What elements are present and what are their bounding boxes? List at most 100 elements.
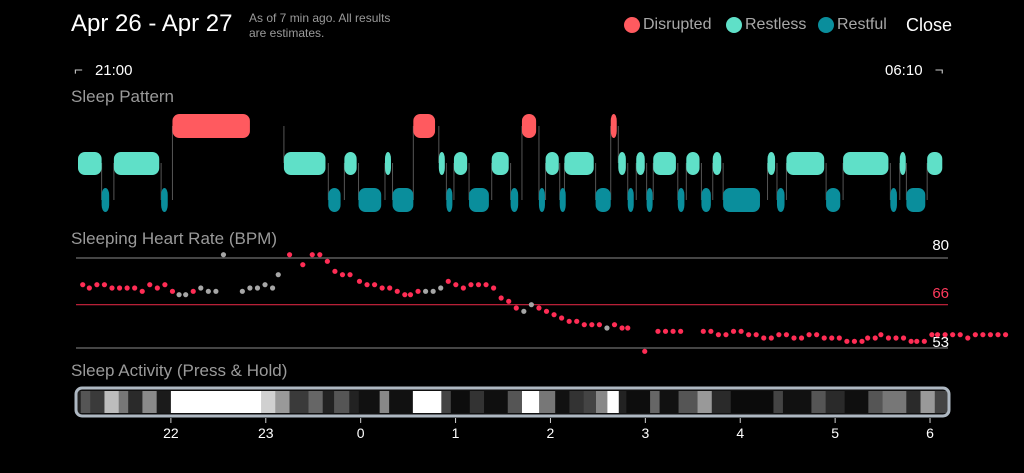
activity-band	[607, 391, 620, 413]
restful-segment	[538, 188, 545, 212]
hr-point	[723, 332, 729, 338]
hr-point	[791, 335, 797, 341]
hr-point	[829, 335, 835, 341]
activity-band	[308, 391, 324, 413]
activity-band	[539, 391, 556, 413]
restless-segment	[927, 152, 943, 175]
restful-segment	[446, 188, 453, 212]
activity-band	[412, 391, 442, 413]
hr-point	[124, 285, 130, 291]
hr-point	[430, 288, 436, 294]
activity-band	[521, 391, 540, 413]
restless-segment	[899, 152, 906, 175]
activity-band	[450, 391, 471, 413]
restless-segment	[113, 152, 160, 175]
hr-point	[589, 322, 595, 328]
hr-point	[662, 328, 669, 334]
hr-point	[394, 288, 400, 294]
hr-point	[387, 285, 393, 291]
restless-segment	[438, 152, 445, 175]
activity-band	[90, 391, 105, 413]
hr-point	[101, 282, 108, 288]
estimate-note-line-1: As of 7 min ago. All results	[249, 11, 391, 25]
hr-point	[239, 288, 245, 294]
hr-point	[625, 325, 631, 331]
hr-point	[581, 322, 587, 328]
bracket-left-icon: ⌐	[74, 62, 83, 79]
activity-band	[825, 391, 846, 413]
hr-point	[169, 288, 176, 294]
activity-band	[441, 391, 452, 413]
activity-tick-label: 3	[641, 425, 649, 441]
restless-segment	[686, 152, 700, 175]
hr-point	[878, 332, 884, 338]
activity-band	[469, 391, 485, 413]
hr-point	[972, 332, 978, 338]
disrupted-segment	[413, 114, 436, 138]
hr-point	[872, 335, 878, 341]
restless-segment	[636, 152, 645, 175]
activity-band	[730, 391, 774, 413]
activity-band	[782, 391, 812, 413]
restless-segment	[653, 152, 676, 175]
restful-segment	[358, 188, 382, 212]
activity-tick-label: 2	[547, 425, 555, 441]
activity-band	[711, 391, 732, 413]
activity-band	[507, 391, 523, 413]
activity-band	[659, 391, 680, 413]
activity-band	[142, 391, 158, 413]
hr-point	[162, 282, 168, 288]
activity-band	[650, 391, 661, 413]
disrupted-segment	[521, 114, 537, 138]
hr-point	[379, 285, 385, 291]
hr-point	[980, 332, 986, 338]
hr-point	[183, 292, 189, 298]
hr-point	[604, 325, 610, 331]
heart-rate-title: Sleeping Heart Rate (BPM)	[71, 229, 277, 248]
hr-point	[678, 328, 684, 334]
activity-tick-label: 4	[736, 425, 744, 441]
restful-segment	[890, 188, 897, 212]
hr-point	[914, 338, 920, 344]
activity-band	[626, 391, 651, 413]
close-button[interactable]: Close	[906, 15, 953, 35]
activity-band	[275, 391, 291, 413]
hr-point	[670, 328, 676, 334]
restful-segment	[510, 188, 519, 212]
hr-point	[957, 332, 963, 338]
activity-band	[170, 391, 262, 413]
hr-point	[347, 272, 353, 278]
hr-point	[1002, 332, 1009, 338]
hr-point	[213, 288, 219, 294]
hr-point	[738, 328, 744, 334]
activity-tick-label: 1	[452, 425, 460, 441]
hr-point	[220, 252, 227, 258]
hr-max-label: 80	[932, 237, 949, 254]
hr-point	[806, 332, 812, 338]
hr-point	[798, 335, 805, 341]
sleep-activity-title: Sleep Activity (Press & Hold)	[71, 361, 288, 380]
activity-band	[555, 391, 570, 413]
estimate-note-line-2: are estimates.	[249, 26, 325, 40]
restless-segment	[618, 152, 626, 175]
activity-band	[261, 391, 276, 413]
restful-segment	[701, 188, 711, 212]
restful-segment	[161, 188, 168, 212]
hr-point	[783, 332, 790, 338]
restful-segment	[826, 188, 841, 212]
hr-point	[300, 262, 306, 268]
sleep-pattern-title: Sleep Pattern	[71, 87, 175, 106]
hr-point	[176, 292, 182, 298]
hr-point	[364, 282, 370, 288]
hr-point	[821, 335, 827, 341]
legend-label: Restful	[837, 16, 887, 33]
activity-band	[618, 391, 627, 413]
activity-band	[322, 391, 335, 413]
restless-segment	[491, 152, 509, 175]
activity-band	[569, 391, 585, 413]
hr-point	[132, 285, 138, 291]
hr-point	[836, 335, 842, 341]
restful-segment	[677, 188, 685, 212]
